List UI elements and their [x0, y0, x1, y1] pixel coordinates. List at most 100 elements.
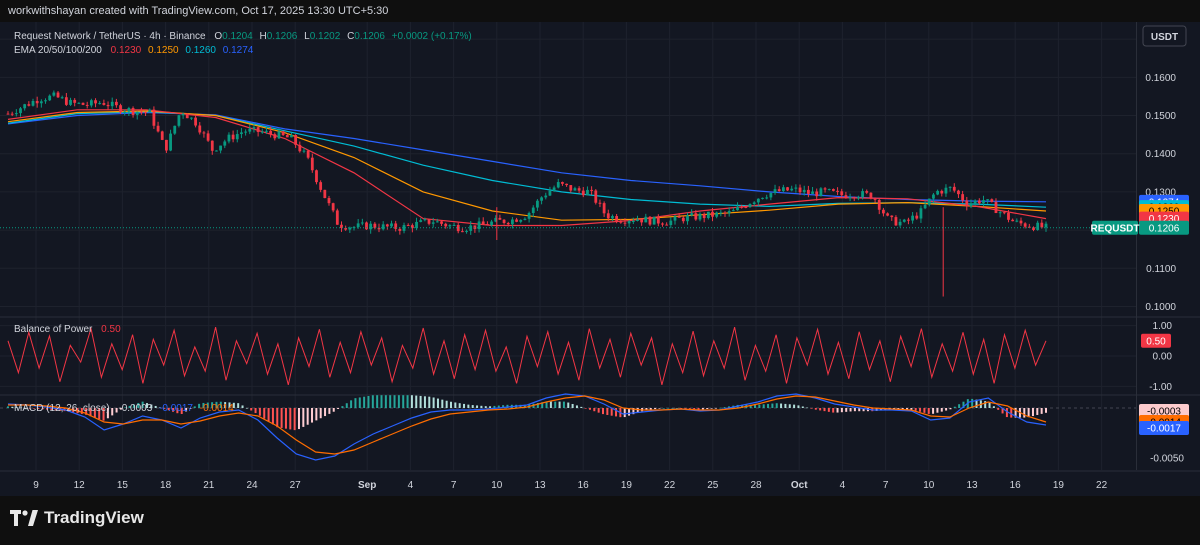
- open-value: 0.1204: [222, 31, 253, 42]
- candle: [506, 221, 510, 227]
- macd-hist-bar: [1023, 408, 1026, 418]
- macd-hist-bar: [67, 408, 70, 412]
- candle: [527, 211, 531, 223]
- bop-axis[interactable]: 1.00 0.00 -1.00 0.50: [1141, 321, 1172, 393]
- time-tick-label: 22: [1096, 480, 1108, 491]
- currency-button[interactable]: USDT: [1142, 25, 1187, 47]
- candle: [481, 217, 485, 225]
- candle: [244, 129, 248, 136]
- candle: [719, 209, 723, 217]
- candle: [185, 113, 189, 119]
- macd-hist-bar: [376, 395, 379, 408]
- bop-value: 0.50: [101, 324, 121, 335]
- candle: [14, 109, 18, 117]
- ema-20-value: 0.1230: [111, 45, 142, 56]
- symbol-legend[interactable]: Request Network / TetherUS · 4h · Binanc…: [14, 31, 472, 42]
- candle: [1007, 210, 1010, 223]
- macd-axis[interactable]: 0.0000-0.0050-0.0003-0.0014-0.0017: [1139, 404, 1189, 465]
- macd-hist-bar: [350, 400, 353, 408]
- candle: [190, 117, 193, 121]
- price-chart[interactable]: 0.17000.16000.15000.14000.13000.12000.11…: [0, 22, 1200, 496]
- candle: [811, 186, 814, 194]
- candle: [706, 211, 710, 220]
- macd-hist-value: -0.0003: [118, 403, 152, 414]
- candle: [327, 195, 331, 206]
- candle: [656, 214, 660, 227]
- macd-hist-bar: [141, 401, 144, 408]
- macd-hist-bar: [219, 401, 222, 408]
- candle: [944, 184, 948, 197]
- candle: [594, 189, 598, 205]
- candle: [340, 221, 343, 232]
- macd-hist-bar: [80, 408, 83, 414]
- macd-histogram: [7, 395, 1047, 431]
- time-tick-label: 9: [33, 480, 39, 491]
- candle: [210, 140, 214, 155]
- time-tick-label: 10: [491, 480, 503, 491]
- bop-pane: [7, 326, 1047, 386]
- candle: [98, 101, 102, 105]
- candle: [690, 209, 694, 217]
- bop-tick-label: -1.00: [1149, 382, 1172, 393]
- macd-hist-bar: [727, 406, 730, 408]
- macd-hist-bar: [263, 408, 266, 419]
- low-value: 0.1202: [310, 31, 341, 42]
- macd-hist-bar: [849, 408, 852, 412]
- candle: [511, 217, 514, 229]
- footer: TradingView: [0, 496, 1200, 545]
- candle: [385, 223, 389, 230]
- macd-hist-bar: [558, 401, 561, 408]
- candle: [102, 99, 106, 106]
- candle: [852, 196, 856, 202]
- price-badge-text: 0.1206: [1149, 223, 1180, 234]
- macd-hist-bar: [714, 408, 717, 409]
- bop-badge-text: 0.50: [1146, 336, 1166, 347]
- candle: [369, 221, 373, 234]
- price-badge: 0.1206: [1139, 220, 1189, 235]
- candle: [452, 222, 456, 226]
- macd-hist-bar: [358, 397, 361, 408]
- macd-hist-bar: [319, 408, 322, 419]
- macd-line-value: -0.0017: [159, 403, 193, 414]
- time-tick-label: 22: [664, 480, 676, 491]
- candle: [39, 99, 43, 108]
- macd-legend[interactable]: MACD (12, 26, close) -0.0003 -0.0017 -0.…: [14, 403, 234, 414]
- bop-legend[interactable]: Balance of Power 0.50: [14, 324, 121, 335]
- macd-hist-bar: [523, 404, 526, 408]
- macd-hist-bar: [858, 408, 861, 412]
- macd-hist-bar: [754, 404, 757, 408]
- macd-hist-bar: [693, 408, 696, 410]
- candle: [148, 108, 152, 113]
- macd-hist-bar: [788, 404, 791, 408]
- macd-hist-bar: [41, 408, 44, 410]
- candle: [273, 132, 277, 141]
- candle: [35, 96, 39, 108]
- candle: [940, 189, 944, 197]
- ema-legend[interactable]: EMA 20/50/100/200 0.1230 0.1250 0.1260 0…: [14, 45, 254, 56]
- macd-hist-bar: [654, 408, 657, 410]
- macd-hist-bar: [423, 396, 426, 408]
- macd-hist-bar: [267, 408, 270, 422]
- high-label: H: [260, 31, 267, 42]
- time-axis[interactable]: 9 12 15 18 21 24 27 Sep 4 7 10 13 16 19 22 25 28 Oct 4 7 10 1…: [33, 480, 1107, 491]
- macd-hist-bar: [215, 401, 218, 408]
- candle: [965, 196, 969, 211]
- candle: [31, 98, 35, 107]
- candle: [135, 111, 139, 120]
- candle: [577, 186, 581, 194]
- candle: [802, 185, 806, 196]
- macd-hist-bar: [580, 406, 583, 408]
- candle: [581, 187, 585, 198]
- macd-hist-bar: [7, 406, 9, 408]
- candle: [552, 185, 556, 192]
- candle: [756, 198, 760, 206]
- candle: [744, 205, 748, 209]
- macd-hist-bar: [497, 405, 500, 408]
- tradingview-logo[interactable]: TradingView: [10, 508, 144, 528]
- macd-hist-bar: [549, 401, 552, 408]
- candle: [473, 225, 477, 233]
- macd-hist-bar: [341, 406, 344, 408]
- candle: [48, 94, 52, 102]
- macd-hist-bar: [397, 395, 400, 408]
